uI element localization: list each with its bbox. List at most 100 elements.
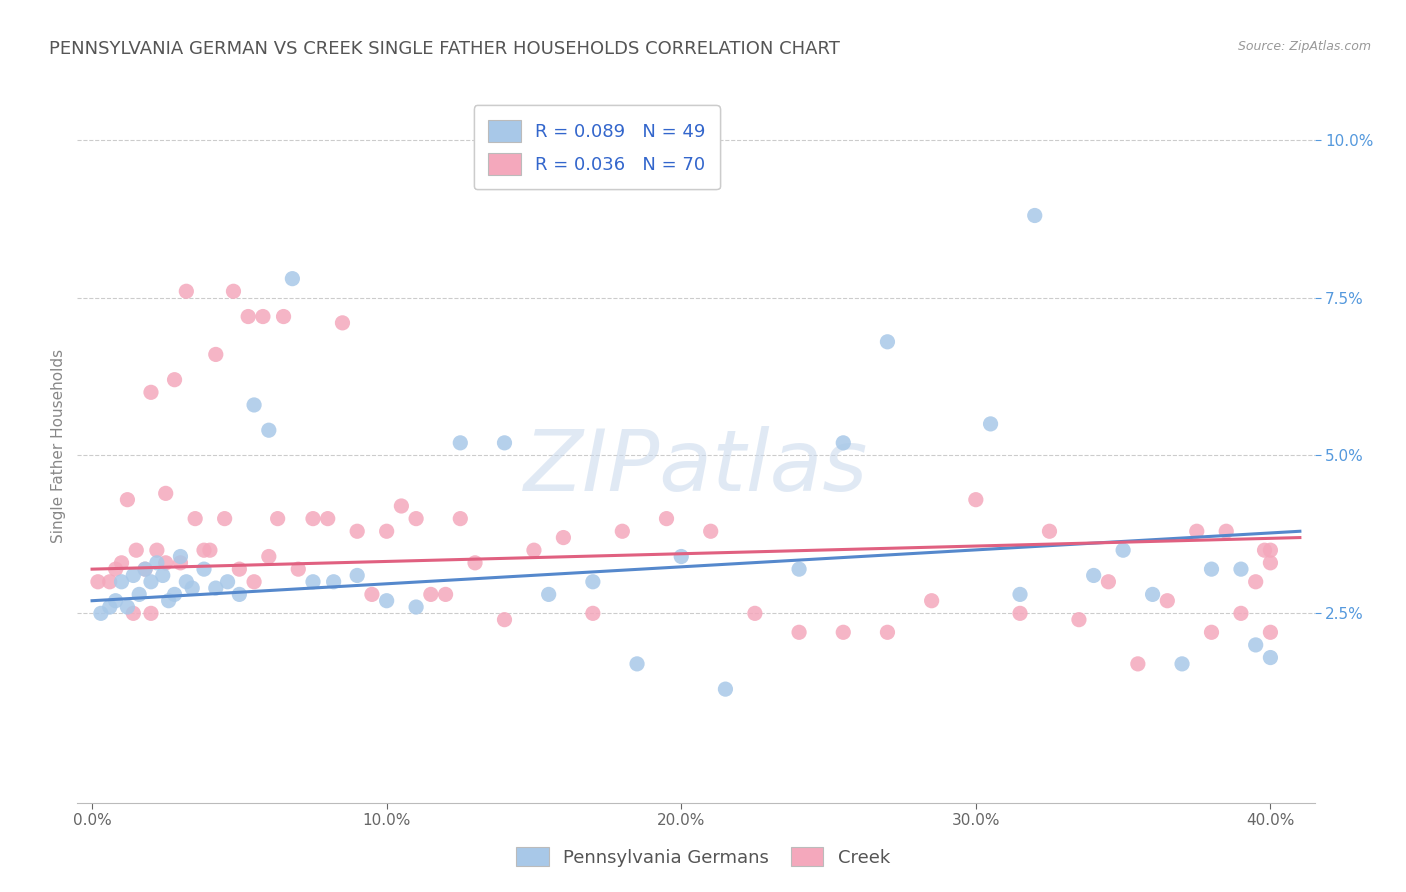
Point: [876, 334, 898, 349]
Point: [1215, 524, 1237, 539]
Point: [157, 593, 180, 607]
Point: [876, 625, 898, 640]
Point: [104, 562, 127, 576]
Point: [222, 285, 245, 299]
Point: [612, 524, 634, 539]
Point: [1156, 593, 1178, 607]
Point: [169, 556, 191, 570]
Point: [1142, 587, 1164, 601]
Point: [1260, 543, 1282, 558]
Point: [523, 543, 546, 558]
Point: [1244, 574, 1267, 589]
Point: [117, 492, 139, 507]
Point: [714, 682, 737, 697]
Point: [204, 347, 226, 361]
Point: [1253, 543, 1275, 558]
Point: [1067, 613, 1090, 627]
Point: [1112, 543, 1135, 558]
Point: [281, 271, 304, 285]
Point: [169, 549, 191, 564]
Point: [1260, 625, 1282, 640]
Point: [139, 574, 162, 589]
Point: [832, 435, 855, 450]
Point: [134, 562, 156, 576]
Point: [176, 285, 198, 299]
Point: [389, 499, 412, 513]
Point: [346, 568, 368, 582]
Point: [228, 587, 250, 601]
Point: [1008, 587, 1031, 601]
Point: [322, 574, 344, 589]
Point: [139, 385, 162, 400]
Point: [243, 574, 266, 589]
Point: [98, 574, 121, 589]
Point: [139, 607, 162, 621]
Point: [699, 524, 721, 539]
Point: [1201, 562, 1223, 576]
Point: [204, 581, 226, 595]
Point: [214, 511, 236, 525]
Point: [257, 423, 280, 437]
Point: [1024, 209, 1046, 223]
Point: [302, 511, 325, 525]
Point: [193, 543, 215, 558]
Point: [980, 417, 1002, 431]
Point: [1185, 524, 1208, 539]
Point: [375, 524, 398, 539]
Point: [287, 562, 309, 576]
Point: [238, 310, 260, 324]
Point: [146, 556, 169, 570]
Point: [787, 562, 810, 576]
Point: [553, 531, 575, 545]
Point: [198, 543, 221, 558]
Point: [122, 607, 145, 621]
Point: [104, 593, 127, 607]
Point: [228, 562, 250, 576]
Point: [1260, 650, 1282, 665]
Point: [155, 486, 177, 500]
Point: [1201, 625, 1223, 640]
Point: [744, 607, 766, 621]
Point: [434, 587, 457, 601]
Point: [1244, 638, 1267, 652]
Legend: R = 0.089   N = 49, R = 0.036   N = 70: R = 0.089 N = 49, R = 0.036 N = 70: [474, 105, 720, 189]
Text: ZIPatlas: ZIPatlas: [524, 425, 868, 509]
Point: [163, 587, 186, 601]
Point: [921, 593, 943, 607]
Point: [361, 587, 384, 601]
Point: [582, 607, 605, 621]
Point: [302, 574, 325, 589]
Point: [184, 511, 207, 525]
Point: [346, 524, 368, 539]
Legend: Pennsylvania Germans, Creek: Pennsylvania Germans, Creek: [509, 840, 897, 874]
Point: [90, 607, 112, 621]
Point: [128, 587, 150, 601]
Point: [146, 543, 169, 558]
Point: [243, 398, 266, 412]
Point: [163, 373, 186, 387]
Point: [449, 511, 471, 525]
Point: [181, 581, 204, 595]
Point: [217, 574, 239, 589]
Point: [110, 574, 132, 589]
Point: [125, 543, 148, 558]
Point: [1230, 607, 1253, 621]
Point: [1230, 562, 1253, 576]
Point: [134, 562, 156, 576]
Point: [1260, 556, 1282, 570]
Y-axis label: Single Father Households: Single Father Households: [51, 349, 66, 543]
Point: [1038, 524, 1060, 539]
Point: [1083, 568, 1105, 582]
Point: [87, 574, 110, 589]
Point: [1171, 657, 1194, 671]
Text: PENNSYLVANIA GERMAN VS CREEK SINGLE FATHER HOUSEHOLDS CORRELATION CHART: PENNSYLVANIA GERMAN VS CREEK SINGLE FATH…: [49, 40, 841, 58]
Point: [110, 556, 132, 570]
Point: [494, 613, 516, 627]
Point: [176, 574, 198, 589]
Point: [626, 657, 648, 671]
Point: [332, 316, 354, 330]
Point: [117, 600, 139, 615]
Point: [1008, 607, 1031, 621]
Point: [252, 310, 274, 324]
Point: [1097, 574, 1119, 589]
